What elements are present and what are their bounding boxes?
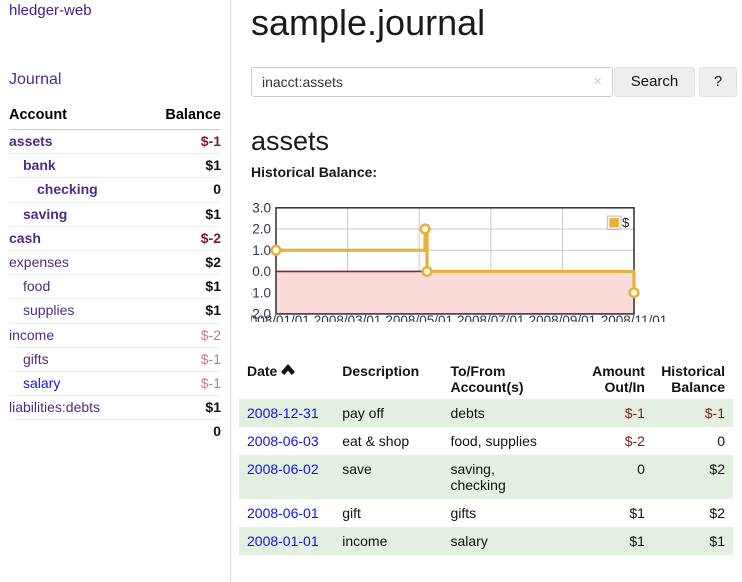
svg-text:2008/01/01: 2008/01/01: [251, 313, 310, 322]
svg-text:3.0: 3.0: [252, 201, 271, 216]
svg-text:2008/09/01: 2008/09/01: [529, 313, 597, 322]
svg-text:2008/11/01: 2008/11/01: [601, 313, 668, 322]
svg-text:1.0: 1.0: [252, 243, 271, 258]
svg-text:-1.0: -1.0: [251, 285, 271, 300]
svg-text:$: $: [622, 215, 630, 230]
svg-text:2.0: 2.0: [252, 222, 271, 237]
svg-text:0.0: 0.0: [252, 264, 271, 279]
svg-text:2008/07/01: 2008/07/01: [457, 313, 525, 322]
svg-text:2008/05/01: 2008/05/01: [385, 313, 453, 322]
svg-text:2008/03/01: 2008/03/01: [314, 313, 382, 322]
